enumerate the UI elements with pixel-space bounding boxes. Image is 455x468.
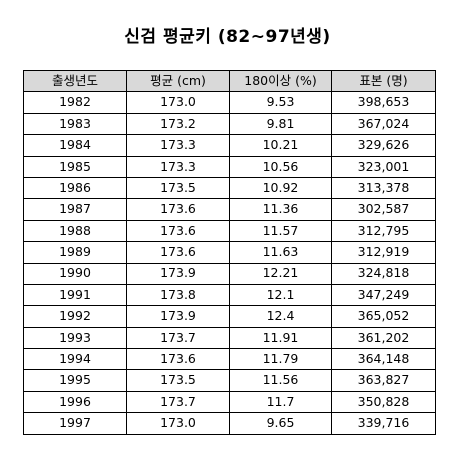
table-row: 1997 173.0 9.65 339,716 <box>23 412 436 435</box>
cell-over-180-percent: 11.7 <box>229 390 332 414</box>
table-row: 1984 173.3 10.21 329,626 <box>23 134 436 157</box>
cell-birth-year: 1990 <box>23 262 127 285</box>
table-row: 1993 173.7 11.91 361,202 <box>23 326 436 350</box>
cell-birth-year: 1987 <box>23 198 127 221</box>
cell-over-180-percent: 11.91 <box>229 326 332 350</box>
cell-sample-size: 313,378 <box>331 176 436 200</box>
cell-birth-year: 1983 <box>23 112 127 136</box>
cell-sample-size: 323,001 <box>331 155 436 178</box>
cell-sample-size: 312,795 <box>331 219 436 243</box>
cell-birth-year: 1992 <box>23 305 127 328</box>
cell-average-height: 173.8 <box>126 283 230 307</box>
table-body: 1982 173.0 9.53 398,653 1983 173.2 9.81 367,024… <box>23 91 436 435</box>
cell-sample-size: 347,249 <box>331 283 436 307</box>
cell-over-180-percent: 12.1 <box>229 283 332 307</box>
table-row: 1985 173.3 10.56 323,001 <box>23 155 436 178</box>
cell-over-180-percent: 11.57 <box>229 219 332 243</box>
cell-sample-size: 364,148 <box>331 348 436 371</box>
table-row: 1986 173.5 10.92 313,378 <box>23 176 436 200</box>
cell-average-height: 173.9 <box>126 305 230 328</box>
cell-average-height: 173.5 <box>126 369 230 392</box>
table-row: 1990 173.9 12.21 324,818 <box>23 262 436 285</box>
cell-birth-year: 1994 <box>23 348 127 371</box>
cell-birth-year: 1996 <box>23 390 127 414</box>
cell-over-180-percent: 11.63 <box>229 241 332 264</box>
cell-birth-year: 1995 <box>23 369 127 392</box>
cell-sample-size: 302,587 <box>331 198 436 221</box>
cell-birth-year: 1989 <box>23 241 127 264</box>
cell-sample-size: 312,919 <box>331 241 436 264</box>
cell-sample-size: 339,716 <box>331 412 436 435</box>
cell-birth-year: 1993 <box>23 326 127 350</box>
cell-average-height: 173.0 <box>126 91 230 114</box>
cell-over-180-percent: 12.4 <box>229 305 332 328</box>
cell-average-height: 173.7 <box>126 390 230 414</box>
cell-over-180-percent: 10.21 <box>229 134 332 157</box>
table-row: 1994 173.6 11.79 364,148 <box>23 348 436 371</box>
table-row: 1982 173.0 9.53 398,653 <box>23 91 436 114</box>
cell-sample-size: 398,653 <box>331 91 436 114</box>
cell-birth-year: 1985 <box>23 155 127 178</box>
table-row: 1992 173.9 12.4 365,052 <box>23 305 436 328</box>
cell-birth-year: 1984 <box>23 134 127 157</box>
cell-average-height: 173.3 <box>126 134 230 157</box>
table-row: 1996 173.7 11.7 350,828 <box>23 390 436 414</box>
cell-average-height: 173.9 <box>126 262 230 285</box>
cell-over-180-percent: 10.56 <box>229 155 332 178</box>
cell-sample-size: 350,828 <box>331 390 436 414</box>
page-title: 신검 평균키 (82~97년생) <box>124 27 331 47</box>
cell-average-height: 173.7 <box>126 326 230 350</box>
table-header-row: 출생년도 평균 (cm) 180이상 (%) 표본 (명) <box>23 69 436 93</box>
cell-sample-size: 329,626 <box>331 134 436 157</box>
cell-average-height: 173.6 <box>126 241 230 264</box>
cell-birth-year: 1988 <box>23 219 127 243</box>
table-row: 1989 173.6 11.63 312,919 <box>23 241 436 264</box>
cell-average-height: 173.6 <box>126 219 230 243</box>
cell-over-180-percent: 10.92 <box>229 176 332 200</box>
height-statistics-table: 출생년도 평균 (cm) 180이상 (%) 표본 (명) 1982 173.0 9… <box>23 69 436 435</box>
table-row: 1995 173.5 11.56 363,827 <box>23 369 436 392</box>
cell-over-180-percent: 12.21 <box>229 262 332 285</box>
column-header-average-height: 평균 (cm) <box>126 69 230 93</box>
cell-average-height: 173.6 <box>126 348 230 371</box>
column-header-birth-year: 출생년도 <box>23 69 127 93</box>
cell-sample-size: 367,024 <box>331 112 436 136</box>
column-header-sample-size: 표본 (명) <box>331 69 436 93</box>
cell-average-height: 173.6 <box>126 198 230 221</box>
cell-over-180-percent: 11.56 <box>229 369 332 392</box>
cell-birth-year: 1991 <box>23 283 127 307</box>
cell-average-height: 173.3 <box>126 155 230 178</box>
cell-birth-year: 1997 <box>23 412 127 435</box>
cell-birth-year: 1982 <box>23 91 127 114</box>
cell-over-180-percent: 9.65 <box>229 412 332 435</box>
cell-birth-year: 1986 <box>23 176 127 200</box>
table-row: 1991 173.8 12.1 347,249 <box>23 283 436 307</box>
table-row: 1987 173.6 11.36 302,587 <box>23 198 436 221</box>
cell-sample-size: 361,202 <box>331 326 436 350</box>
table-row: 1988 173.6 11.57 312,795 <box>23 219 436 243</box>
cell-over-180-percent: 9.81 <box>229 112 332 136</box>
cell-sample-size: 363,827 <box>331 369 436 392</box>
cell-average-height: 173.5 <box>126 176 230 200</box>
column-header-over-180-percent: 180이상 (%) <box>229 69 332 93</box>
cell-over-180-percent: 11.79 <box>229 348 332 371</box>
cell-average-height: 173.2 <box>126 112 230 136</box>
cell-average-height: 173.0 <box>126 412 230 435</box>
table-row: 1983 173.2 9.81 367,024 <box>23 112 436 136</box>
cell-over-180-percent: 11.36 <box>229 198 332 221</box>
cell-sample-size: 324,818 <box>331 262 436 285</box>
cell-sample-size: 365,052 <box>331 305 436 328</box>
cell-over-180-percent: 9.53 <box>229 91 332 114</box>
